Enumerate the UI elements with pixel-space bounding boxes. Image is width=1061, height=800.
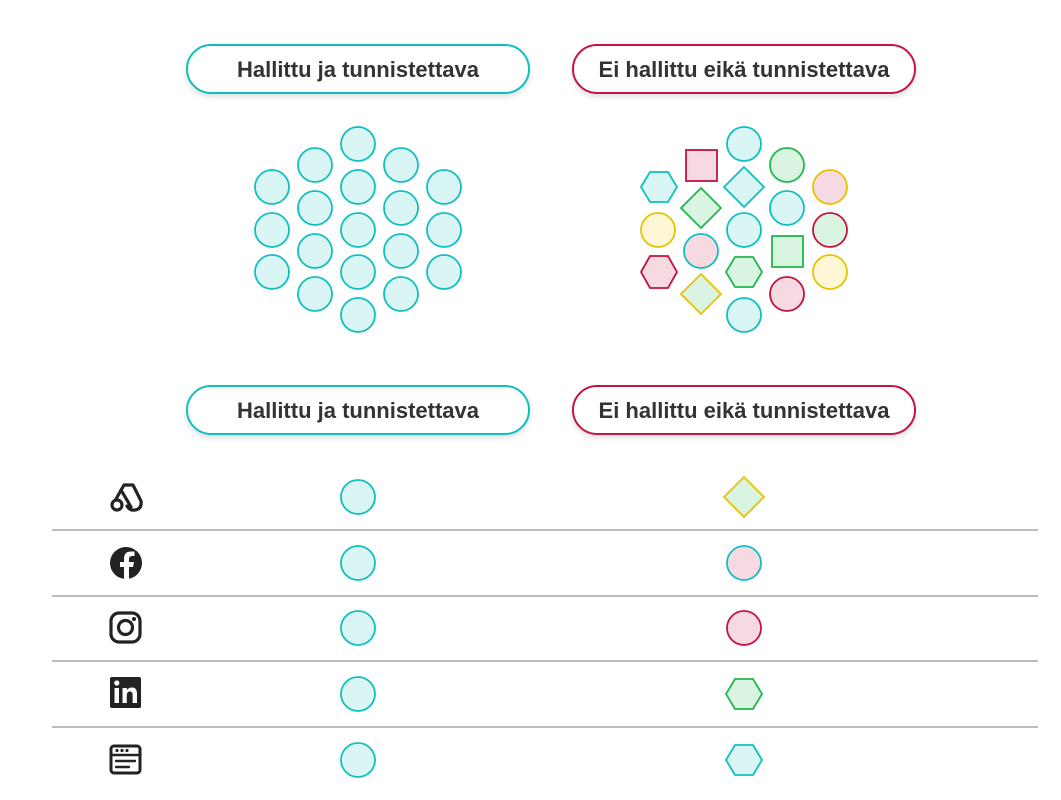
cluster-circle [726, 126, 762, 162]
managed-circle [340, 742, 376, 778]
cluster-circle [383, 233, 419, 269]
cluster-circle [254, 212, 290, 248]
cluster-circle [769, 276, 805, 312]
cluster-circle [383, 190, 419, 226]
cluster-circle [726, 212, 762, 248]
managed-circle [340, 610, 376, 646]
cluster-circle [769, 147, 805, 183]
cluster-circle [297, 233, 333, 269]
cluster-circle [297, 147, 333, 183]
table-row [110, 676, 764, 712]
table-row [109, 610, 762, 646]
cluster-circle [426, 212, 462, 248]
cluster-hexagon [639, 255, 679, 289]
top-left-pill-label: Hallittu ja tunnistettava [237, 57, 480, 82]
bottom-right-pill-label: Ei hallittu eikä tunnistettava [599, 398, 891, 423]
cluster-circle [726, 297, 762, 333]
unmanaged-cluster [639, 126, 848, 333]
cluster-circle [426, 254, 462, 290]
bottom-left-pill: Hallittu ja tunnistettava [186, 385, 530, 435]
managed-circle [340, 545, 376, 581]
website-icon [109, 744, 142, 775]
cluster-circle [812, 212, 848, 248]
top-right-pill: Ei hallittu eikä tunnistettava [572, 44, 916, 94]
unmanaged-circle [726, 545, 762, 581]
unmanaged-circle [726, 610, 762, 646]
cluster-circle [340, 169, 376, 205]
cluster-circle [297, 190, 333, 226]
cluster-circle [340, 126, 376, 162]
cluster-diamond [722, 165, 766, 209]
unmanaged-diamond [722, 475, 766, 519]
cluster-circle [340, 254, 376, 290]
bottom-right-pill: Ei hallittu eikä tunnistettava [572, 385, 916, 435]
table-row [110, 545, 762, 581]
cluster-diamond [679, 186, 723, 230]
cluster-circle [340, 212, 376, 248]
cluster-square [771, 235, 804, 268]
cluster-circle [383, 276, 419, 312]
top-right-pill-label: Ei hallittu eikä tunnistettava [599, 57, 891, 82]
cluster-circle [383, 147, 419, 183]
cluster-square [685, 149, 718, 182]
top-left-pill: Hallittu ja tunnistettava [186, 44, 530, 94]
cluster-circle [812, 169, 848, 205]
managed-cluster [254, 126, 462, 333]
table-dividers [52, 529, 1038, 728]
table-row [110, 475, 766, 519]
cluster-diamond [679, 272, 723, 316]
cluster-circle [340, 297, 376, 333]
cluster-circle [297, 276, 333, 312]
cluster-circle [254, 169, 290, 205]
unmanaged-hexagon [724, 678, 764, 710]
cluster-circle [426, 169, 462, 205]
table-row [109, 742, 764, 778]
instagram-icon [109, 611, 142, 644]
managed-circle [340, 676, 376, 712]
cluster-circle [683, 233, 719, 269]
managed-circle [340, 479, 376, 515]
bottom-left-pill-label: Hallittu ja tunnistettava [237, 398, 480, 423]
google-ads-icon [110, 483, 143, 512]
cluster-circle [769, 190, 805, 226]
unmanaged-hexagon [724, 744, 764, 776]
cluster-hexagon [724, 256, 764, 288]
cluster-circle [254, 254, 290, 290]
facebook-icon [110, 547, 142, 579]
cluster-hexagon [639, 171, 679, 203]
cluster-circle [812, 254, 848, 290]
linkedin-icon [110, 677, 141, 708]
cluster-circle [640, 212, 676, 248]
